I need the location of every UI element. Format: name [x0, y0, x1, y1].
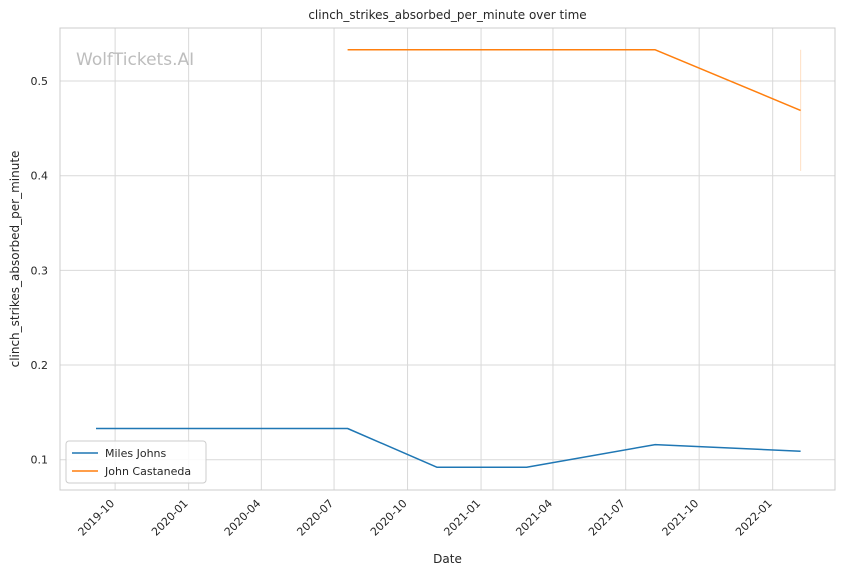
series-line	[96, 427, 801, 469]
legend-label: John Castaneda	[104, 465, 191, 478]
series-lines	[96, 49, 801, 469]
y-tick-label: 0.2	[31, 359, 49, 372]
x-axis-label: Date	[433, 552, 462, 566]
chart-title: clinch_strikes_absorbed_per_minute over …	[308, 8, 586, 22]
series-line	[347, 49, 801, 112]
y-tick-label: 0.1	[31, 454, 49, 467]
watermark-text: WolfTickets.AI	[76, 50, 194, 70]
y-tick-label: 0.5	[31, 75, 49, 88]
plot-area-frame	[59, 27, 836, 491]
legend: Miles Johns John Castaneda	[65, 440, 207, 484]
legend-label: Miles Johns	[105, 447, 167, 460]
y-tick-label: 0.4	[31, 170, 49, 183]
y-axis-label: clinch_strikes_absorbed_per_minute	[8, 151, 22, 368]
y-tick-labels: 0.1 0.2 0.3 0.4 0.5	[31, 75, 49, 467]
legend-box	[65, 440, 207, 484]
y-tick-label: 0.3	[31, 264, 49, 277]
